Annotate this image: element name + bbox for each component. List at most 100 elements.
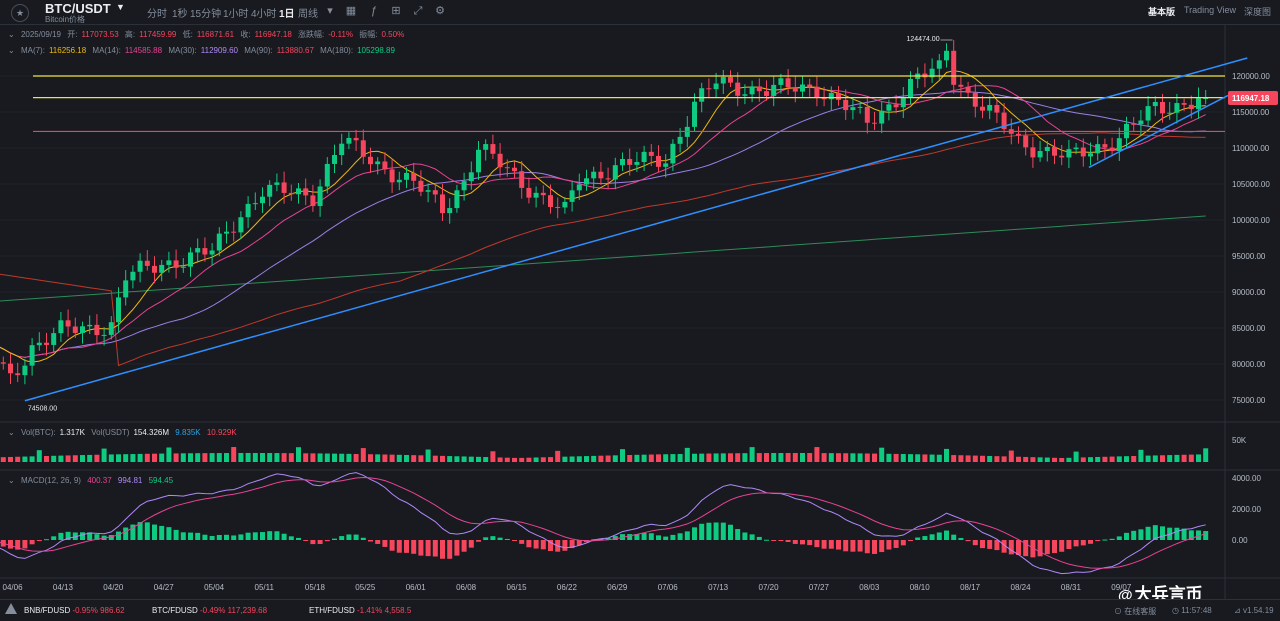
candle-body xyxy=(22,365,28,376)
date-axis-label: 08/24 xyxy=(1011,583,1032,592)
collapse-caret-icon[interactable]: ⌄ xyxy=(8,428,15,437)
favorite-star-icon[interactable]: ★ xyxy=(11,4,29,22)
ohlc-amplitude: 0.50% xyxy=(381,30,405,39)
candle-body xyxy=(1174,103,1180,113)
pair-dropdown-icon[interactable]: ▼ xyxy=(116,2,125,12)
price-axis-label: 85000.00 xyxy=(1232,324,1266,333)
timeframe-tab[interactable]: 周线 xyxy=(298,9,318,20)
macd-histogram-bar xyxy=(152,524,157,540)
volume-bar xyxy=(404,454,409,462)
top-toolbar: ★ BTC/USDT ▼ Bitcoin价格 分时 1秒 15分钟 1小时 4小… xyxy=(0,0,1280,25)
macd-histogram-bar xyxy=(310,540,316,545)
candle-body xyxy=(8,363,13,374)
volume-bar xyxy=(80,455,85,462)
expand-icon[interactable]: ⤢ xyxy=(413,5,423,17)
ticker-btc[interactable]: BTC/FDUSD -0.49% 117,239.68 xyxy=(152,606,268,615)
candle-body xyxy=(1016,133,1021,136)
volume-bar xyxy=(764,453,769,462)
macd-histogram-bar xyxy=(324,540,330,542)
timeframe-tab[interactable]: 1秒 xyxy=(172,9,188,20)
layout-icon[interactable]: ⊞ xyxy=(391,5,401,17)
volume-bar xyxy=(159,453,165,462)
candle-body xyxy=(1138,120,1144,125)
macd-histogram-bar xyxy=(857,540,863,552)
settings-gear-icon[interactable]: ⚙ xyxy=(435,5,445,17)
view-tab-tradingview[interactable]: Trading View xyxy=(1184,5,1237,15)
macd-histogram-bar xyxy=(173,529,179,540)
view-tab-depth[interactable]: 深度图 xyxy=(1244,7,1272,17)
macd-histogram-bar xyxy=(771,540,777,541)
volume-bar xyxy=(231,447,237,462)
volume-bar xyxy=(1131,455,1137,462)
ticker-eth[interactable]: ETH/FDUSD -1.41% 4,558.5 xyxy=(309,606,412,615)
volume-bar xyxy=(447,456,453,462)
volume-bar xyxy=(418,455,424,462)
price-axis-label: 75000.00 xyxy=(1232,396,1266,405)
macd-histogram-bar xyxy=(360,537,366,540)
timeframe-tab-active[interactable]: 1日 xyxy=(279,9,295,20)
volume-bar xyxy=(288,453,294,462)
candle-body xyxy=(238,217,244,233)
macd-histogram-bar xyxy=(1102,539,1108,541)
macd-histogram-bar xyxy=(936,532,942,540)
timeframe-tab[interactable]: 1小时 xyxy=(223,9,249,20)
macd-histogram-bar xyxy=(188,532,193,540)
collapse-caret-icon[interactable]: ⌄ xyxy=(8,46,15,55)
macd-histogram-bar xyxy=(346,534,352,540)
candle-body xyxy=(591,171,597,179)
volume-bar xyxy=(612,455,618,462)
view-tab-basic[interactable]: 基本版 xyxy=(1148,7,1176,17)
caret-down-icon[interactable]: ▾ xyxy=(327,5,333,17)
trendline-channel[interactable] xyxy=(1088,94,1229,169)
volume-bar xyxy=(663,454,669,462)
candle-body xyxy=(1145,106,1151,121)
macd-histogram-bar xyxy=(1001,540,1007,553)
collapse-caret-icon[interactable]: ⌄ xyxy=(8,476,15,485)
candle-body xyxy=(800,84,805,92)
calendar-icon[interactable]: ▦ xyxy=(345,5,357,17)
macd-histogram-bar xyxy=(238,534,244,540)
volume-bar xyxy=(1109,456,1115,462)
candle-body xyxy=(1030,147,1036,158)
volume-bar xyxy=(944,448,949,462)
volume-bar xyxy=(144,453,150,462)
pair-title[interactable]: BTC/USDT xyxy=(45,1,111,16)
volume-bar xyxy=(65,455,71,462)
volume-bar xyxy=(807,453,813,462)
price-axis-label: 90000.00 xyxy=(1232,288,1266,297)
volume-bar xyxy=(432,455,438,462)
volume-bar xyxy=(0,457,6,462)
volume-bar xyxy=(893,453,899,462)
indicator-icon[interactable]: ƒ xyxy=(370,5,378,17)
date-axis-label: 08/03 xyxy=(859,583,880,592)
volume-bar xyxy=(245,453,251,462)
macd-histogram-bar xyxy=(332,538,337,540)
timeframe-tab[interactable]: 4小时 xyxy=(251,9,277,20)
volume-bar xyxy=(216,453,222,462)
macd-histogram-bar xyxy=(260,532,265,540)
macd-histogram-bar xyxy=(1016,540,1021,555)
volume-bar xyxy=(634,454,640,462)
volume-bar xyxy=(951,455,957,462)
date-axis-label: 06/15 xyxy=(507,583,528,592)
ticker-bnb[interactable]: BNB/FDUSD -0.95% 986.62 xyxy=(24,606,125,615)
macd-histogram-bar xyxy=(576,540,582,546)
volume-bar xyxy=(1152,455,1158,462)
candle-body xyxy=(663,163,669,167)
candle-body xyxy=(180,266,186,268)
candle-body xyxy=(994,104,1000,113)
macd-histogram-bar xyxy=(1188,530,1194,540)
volume-bar xyxy=(908,454,913,462)
collapse-caret-icon[interactable]: ⌄ xyxy=(8,30,15,39)
macd-histogram-bar xyxy=(756,536,762,540)
candle-body xyxy=(951,50,957,85)
price-chart[interactable]: 124474.00 74508.00 120000.00 115000.00 11000… xyxy=(0,24,1280,599)
trendline-main[interactable] xyxy=(24,57,1248,402)
ma180-line xyxy=(0,215,1206,302)
timeframe-tab[interactable]: 15分钟 xyxy=(190,9,222,20)
support-link[interactable]: ⊙ 在线客服 xyxy=(1114,607,1157,616)
macd-v2: 994.81 xyxy=(117,476,143,485)
macd-histogram-bar xyxy=(548,540,553,552)
macd-histogram-bar xyxy=(368,540,373,542)
timeframe-tab[interactable]: 分时 xyxy=(147,9,167,20)
